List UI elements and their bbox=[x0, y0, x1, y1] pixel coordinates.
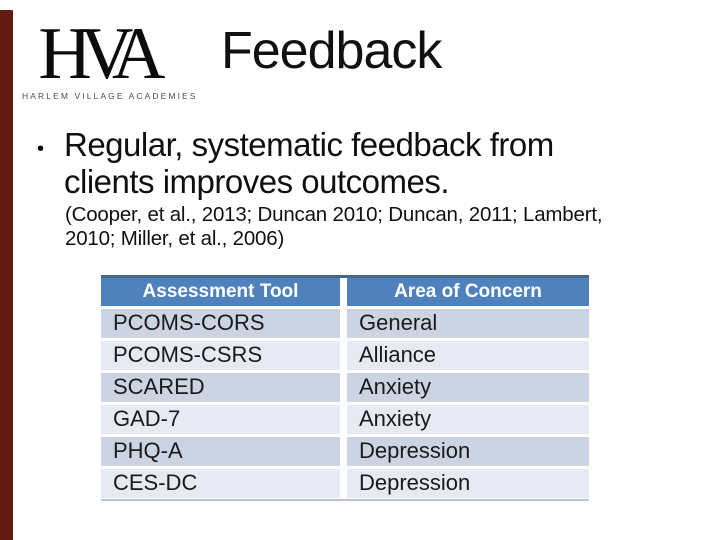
left-accent-bar bbox=[0, 10, 13, 540]
assessment-table: Assessment Tool Area of Concern PCOMS-CO… bbox=[101, 275, 589, 501]
table-cell: PCOMS-CORS bbox=[101, 309, 340, 338]
bullet-line-2: clients improves outcomes. bbox=[64, 163, 449, 200]
table-cell: SCARED bbox=[101, 373, 340, 402]
table-cell: CES-DC bbox=[101, 469, 340, 498]
hva-logo-letters: HVA bbox=[38, 13, 165, 95]
citation-line-2: 2010; Miller, et al., 2006) bbox=[65, 227, 285, 250]
table-cell: GAD-7 bbox=[101, 405, 340, 434]
table-header-area-of-concern: Area of Concern bbox=[347, 278, 589, 306]
bullet-line-1: Regular, systematic feedback from bbox=[64, 126, 554, 163]
table-cell: Depression bbox=[347, 469, 589, 498]
table-cell: Anxiety bbox=[347, 373, 589, 402]
table-cell: Anxiety bbox=[347, 405, 589, 434]
hva-logo: HVA HARLEM VILLAGE ACADEMIES bbox=[22, 13, 198, 101]
citation-text: (Cooper, et al., 2013; Duncan 2010; Dunc… bbox=[65, 203, 603, 251]
hva-logo-caption: HARLEM VILLAGE ACADEMIES bbox=[22, 91, 198, 101]
table-cell: PCOMS-CSRS bbox=[101, 341, 340, 370]
slide-title: Feedback bbox=[221, 22, 442, 80]
table-cell: Alliance bbox=[347, 341, 589, 370]
table-cell: Depression bbox=[347, 437, 589, 466]
table-cell: PHQ-A bbox=[101, 437, 340, 466]
bullet-text: Regular, systematic feedback from client… bbox=[64, 126, 554, 200]
table-cell: General bbox=[347, 309, 589, 338]
table-header-assessment-tool: Assessment Tool bbox=[101, 278, 340, 306]
citation-line-1: (Cooper, et al., 2013; Duncan 2010; Dunc… bbox=[65, 203, 603, 226]
bullet-marker: • bbox=[37, 138, 45, 160]
